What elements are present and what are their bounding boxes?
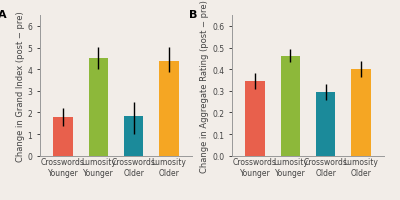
Bar [89, 59, 108, 156]
Y-axis label: Change in Grand Index (post − pre): Change in Grand Index (post − pre) [16, 11, 25, 161]
Bar [124, 117, 143, 156]
Text: B: B [190, 10, 198, 20]
Bar [281, 56, 300, 156]
Y-axis label: Change in Aggregate Rating (post − pre): Change in Aggregate Rating (post − pre) [200, 0, 210, 172]
Bar [159, 62, 179, 156]
Bar [316, 93, 335, 156]
Bar [53, 118, 73, 156]
Text: A: A [0, 10, 6, 20]
Bar [351, 70, 371, 156]
Bar [245, 82, 265, 156]
